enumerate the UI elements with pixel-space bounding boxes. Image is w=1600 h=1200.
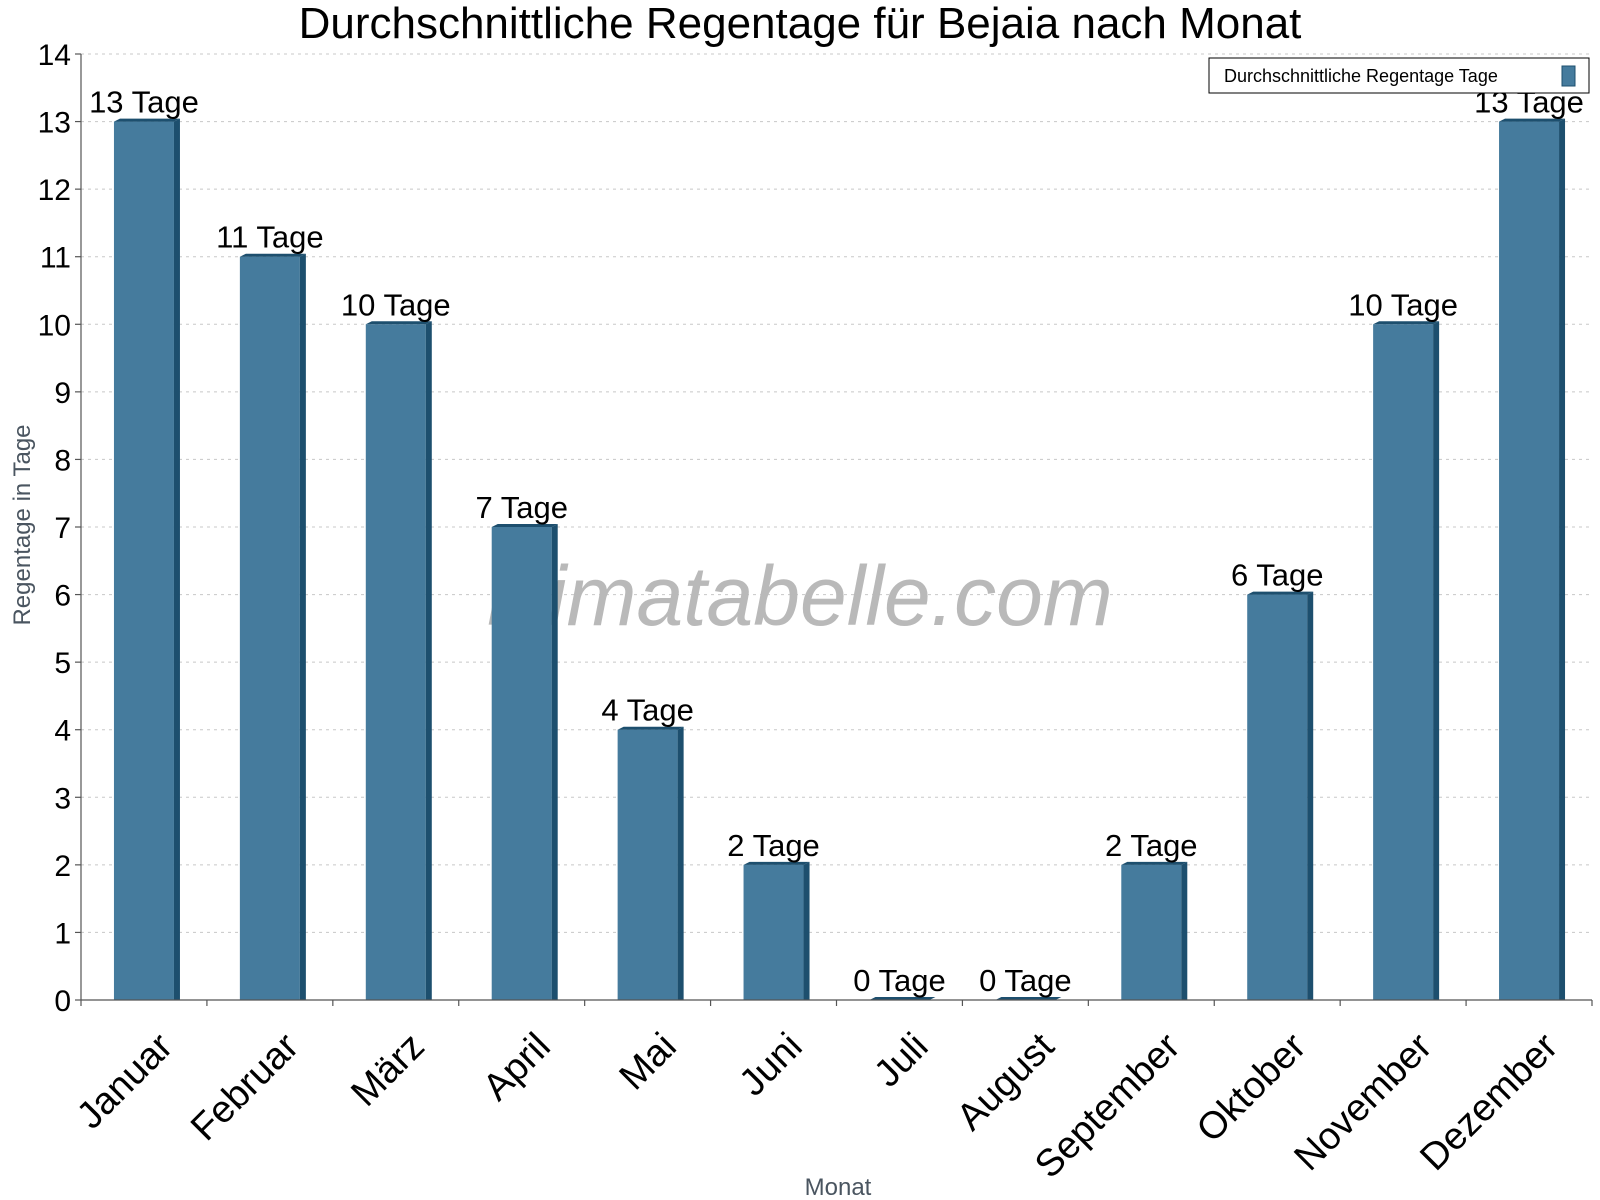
bar-side (173, 118, 180, 1001)
bar-top (113, 118, 180, 122)
bar-top (1247, 591, 1314, 595)
x-tick-label: Juli (866, 1025, 936, 1095)
bar-side (1181, 861, 1188, 1000)
bar-side (1433, 321, 1440, 1000)
data-labels: 13 Tage 11 Tage 10 Tage 7 Tage 4 Tage 2 Tage 0… (89, 85, 1584, 998)
bars (113, 118, 1566, 1001)
x-tick-label: Februar (183, 1025, 307, 1149)
x-tick-label: Dezember (1412, 1025, 1566, 1179)
bar-top (617, 726, 684, 730)
legend-box (1208, 57, 1590, 94)
bar-side (803, 861, 810, 1000)
data-label: 2 Tage (1105, 828, 1198, 863)
bar-side (1559, 118, 1566, 1001)
legend[interactable]: Durchschnittliche Regentage Tage (1208, 57, 1590, 94)
y-tick-label: 1 (54, 917, 71, 950)
x-tick-label: März (343, 1025, 432, 1114)
x-tick-label: Juni (732, 1025, 811, 1104)
x-tick-label: November (1287, 1025, 1441, 1179)
bar (1247, 591, 1314, 1000)
bar (617, 726, 684, 1000)
bar (491, 524, 558, 1000)
watermark-text: klimatabelle.com (487, 549, 1113, 643)
legend-label: Durchschnittliche Regentage Tage (1224, 66, 1498, 86)
bar-front (1373, 324, 1434, 1000)
y-tick-label: 10 (38, 309, 71, 342)
data-label: 10 Tage (341, 287, 451, 322)
data-label: 11 Tage (216, 220, 323, 255)
bar-side (1307, 591, 1314, 1000)
bar-front (1499, 121, 1560, 1001)
x-axis-title: Monat (805, 1174, 872, 1200)
bar-front (743, 864, 804, 1000)
bar-front (113, 121, 174, 1001)
y-tick-label: 2 (54, 850, 71, 883)
data-label: 2 Tage (727, 828, 820, 863)
bar (365, 321, 432, 1000)
data-label: 7 Tage (475, 490, 568, 525)
x-tick-label: Januar (69, 1025, 181, 1137)
bar-front (617, 729, 678, 1000)
bar (995, 997, 1062, 1000)
gridlines (81, 53, 1592, 933)
bar-top (995, 997, 1062, 1000)
bar-top (743, 861, 810, 865)
bar-front (1121, 864, 1182, 1000)
bar-top (239, 253, 306, 257)
data-label: 10 Tage (1348, 287, 1458, 322)
bar (113, 118, 180, 1001)
bar-top (491, 524, 558, 527)
y-tick-label: 6 (54, 580, 71, 613)
y-tick-label: 8 (54, 444, 71, 477)
bar-side (677, 726, 684, 1000)
y-tick-label: 14 (38, 39, 71, 72)
y-tick-label: 7 (54, 512, 71, 545)
bar-front (365, 324, 426, 1000)
x-tick-label: Oktober (1189, 1025, 1315, 1151)
bar (743, 861, 810, 1000)
data-label: 4 Tage (601, 693, 694, 728)
y-tick-label: 9 (54, 377, 71, 410)
bar-top (1373, 321, 1440, 325)
bar (1373, 321, 1440, 1000)
y-tick-label: 3 (54, 782, 71, 815)
bar-top (1121, 861, 1188, 865)
bar (1121, 861, 1188, 1000)
x-tick-label: Mai (612, 1025, 685, 1098)
y-tick-label: 11 (40, 242, 71, 275)
y-tick-label: 5 (54, 647, 71, 680)
bar-top (365, 321, 432, 325)
y-tick-label: 12 (38, 174, 71, 207)
data-label: 0 Tage (979, 963, 1072, 998)
x-tick-label: April (475, 1025, 558, 1108)
data-label: 13 Tage (89, 85, 199, 120)
chart-title: Durchschnittliche Regentage für Bejaia n… (299, 0, 1302, 48)
bar (869, 997, 936, 1000)
bar-front (239, 256, 300, 1000)
bar-front (1247, 594, 1308, 1000)
bar-side (551, 524, 558, 1000)
data-label: 0 Tage (853, 963, 946, 998)
y-tick-label: 13 (38, 107, 71, 140)
data-label: 6 Tage (1231, 558, 1324, 593)
bar-top (1499, 118, 1566, 122)
bar-side (425, 321, 432, 1000)
bar (1499, 118, 1566, 1001)
x-tick-label: August (949, 1025, 1063, 1139)
y-axis-title: Regentage in Tage (9, 424, 36, 625)
y-tick-label: 0 (54, 985, 71, 1018)
bar-front (491, 527, 552, 1000)
bar (239, 253, 306, 1000)
y-tick-label: 4 (54, 715, 71, 748)
bar-top (869, 997, 936, 1000)
legend-swatch (1561, 65, 1576, 87)
bar-side (299, 253, 306, 1000)
